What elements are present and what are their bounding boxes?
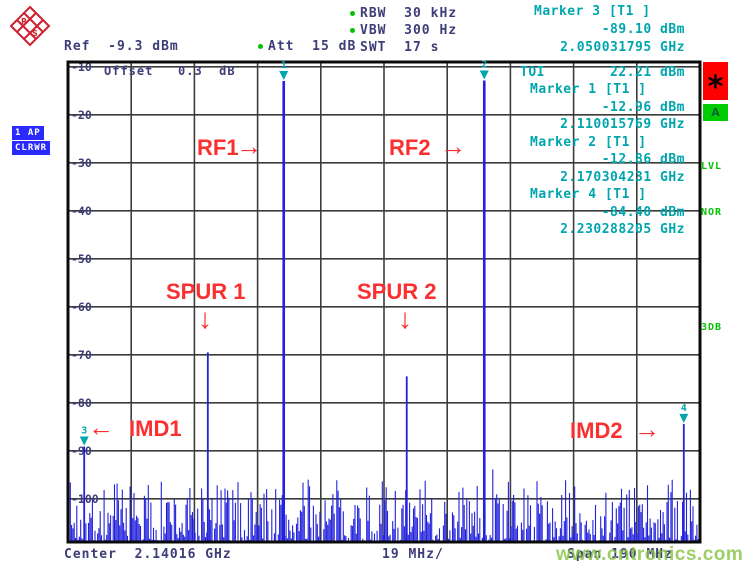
svg-text:R: R bbox=[21, 17, 27, 26]
marker2-title: Marker 2 [T1 ] bbox=[530, 135, 647, 150]
toi-row: TOI 22.21 dBm bbox=[520, 66, 685, 80]
marker2-frequency: 2.170304231 GHz bbox=[560, 170, 685, 185]
lvl-status-label: LVL bbox=[701, 161, 723, 172]
y-axis-tick-label: -80 bbox=[71, 396, 92, 410]
marker-1-triangle bbox=[279, 71, 289, 81]
trace-a-badge: A bbox=[703, 104, 728, 121]
y-axis-tick-label: -70 bbox=[71, 348, 92, 362]
sweep-time-readout: SWT 17 s bbox=[360, 40, 440, 55]
marker-4-number: 4 bbox=[681, 403, 687, 414]
enhancement-star-badge: * bbox=[703, 62, 728, 105]
vbw-enhancement-dot bbox=[350, 28, 355, 33]
y-axis-tick-label: -40 bbox=[71, 204, 92, 218]
marker4-frequency: 2.230288205 GHz bbox=[560, 222, 685, 237]
marker-4-triangle bbox=[679, 413, 689, 423]
toi-value: 22.21 dBm bbox=[610, 65, 685, 80]
y-axis-tick-label: -30 bbox=[71, 156, 92, 170]
rf2-arrow-icon: → bbox=[440, 131, 466, 161]
marker-3-triangle bbox=[79, 436, 89, 446]
spur1-arrow-icon: ↓ bbox=[198, 303, 212, 334]
imd2-annotation-label: IMD2 bbox=[570, 418, 623, 443]
y-axis-tick-label: -20 bbox=[71, 108, 92, 122]
trace-status-line2: CLRWR bbox=[12, 141, 51, 155]
spur2-annotation-label: SPUR 2 bbox=[357, 279, 437, 304]
marker3-frequency: 2.050031795 GHz bbox=[560, 40, 685, 55]
y-axis-tick-label: -60 bbox=[71, 300, 92, 314]
rf2-annotation-label: RF2 bbox=[389, 135, 431, 160]
att-enhancement-dot bbox=[258, 44, 263, 49]
imd2-arrow-icon: → bbox=[634, 414, 660, 444]
watermark: www.cntronics.com bbox=[556, 544, 744, 565]
marker1-level: -12.96 dBm bbox=[601, 100, 685, 115]
svg-text:S: S bbox=[32, 29, 38, 38]
spur2-arrow-icon: ↓ bbox=[398, 303, 412, 334]
ref-level-readout: Ref -9.3 dBm bbox=[64, 39, 179, 54]
marker3-level: -89.10 dBm bbox=[601, 22, 685, 37]
attenuation-readout: Att 15 dB bbox=[268, 39, 357, 54]
y-axis-tick-label: -90 bbox=[71, 444, 92, 458]
marker-2-number: 2 bbox=[481, 60, 487, 71]
rbw-enhancement-dot bbox=[350, 11, 355, 16]
marker3-title: Marker 3 [T1 ] bbox=[534, 4, 651, 19]
marker-results-panel: TOI 22.21 dBm Marker 1 [T1 ] -12.96 dBm … bbox=[520, 66, 685, 242]
rf1-annotation-label: RF1 bbox=[197, 135, 239, 160]
threedb-status-label: 3DB bbox=[701, 322, 723, 333]
marker1-frequency: 2.110015769 GHz bbox=[560, 117, 685, 132]
vbw-readout: VBW 300 Hz bbox=[360, 23, 458, 38]
ref-offset-readout: Offset 0.3 dB bbox=[104, 64, 236, 78]
marker-2-triangle bbox=[479, 70, 489, 80]
rohde-schwarz-logo: R S bbox=[9, 5, 51, 47]
marker1-title: Marker 1 [T1 ] bbox=[530, 82, 647, 97]
toi-label: TOI bbox=[520, 65, 545, 80]
spur1-annotation-label: SPUR 1 bbox=[166, 279, 246, 304]
trace-status-line1: 1 AP bbox=[12, 126, 44, 140]
rf1-arrow-icon: → bbox=[236, 131, 262, 161]
y-axis-tick-label: -50 bbox=[71, 252, 92, 266]
marker-3-number: 3 bbox=[81, 425, 87, 436]
marker2-level: -12.86 dBm bbox=[601, 152, 685, 167]
span-readout: Span 190 MHz bbox=[567, 547, 673, 562]
marker4-level: -84.40 dBm bbox=[601, 205, 685, 220]
imd1-annotation-label: IMD1 bbox=[129, 416, 182, 441]
nor-status-label: NOR bbox=[701, 207, 723, 218]
center-frequency-readout: Center 2.14016 GHz bbox=[64, 547, 232, 562]
marker4-title: Marker 4 [T1 ] bbox=[530, 187, 647, 202]
rbw-readout: RBW 30 kHz bbox=[360, 6, 458, 21]
grid-border bbox=[66, 60, 702, 544]
per-division-readout: 19 MHz/ bbox=[382, 547, 444, 562]
imd1-arrow-icon: ← bbox=[88, 412, 114, 442]
marker-1-number: 1 bbox=[281, 60, 287, 71]
